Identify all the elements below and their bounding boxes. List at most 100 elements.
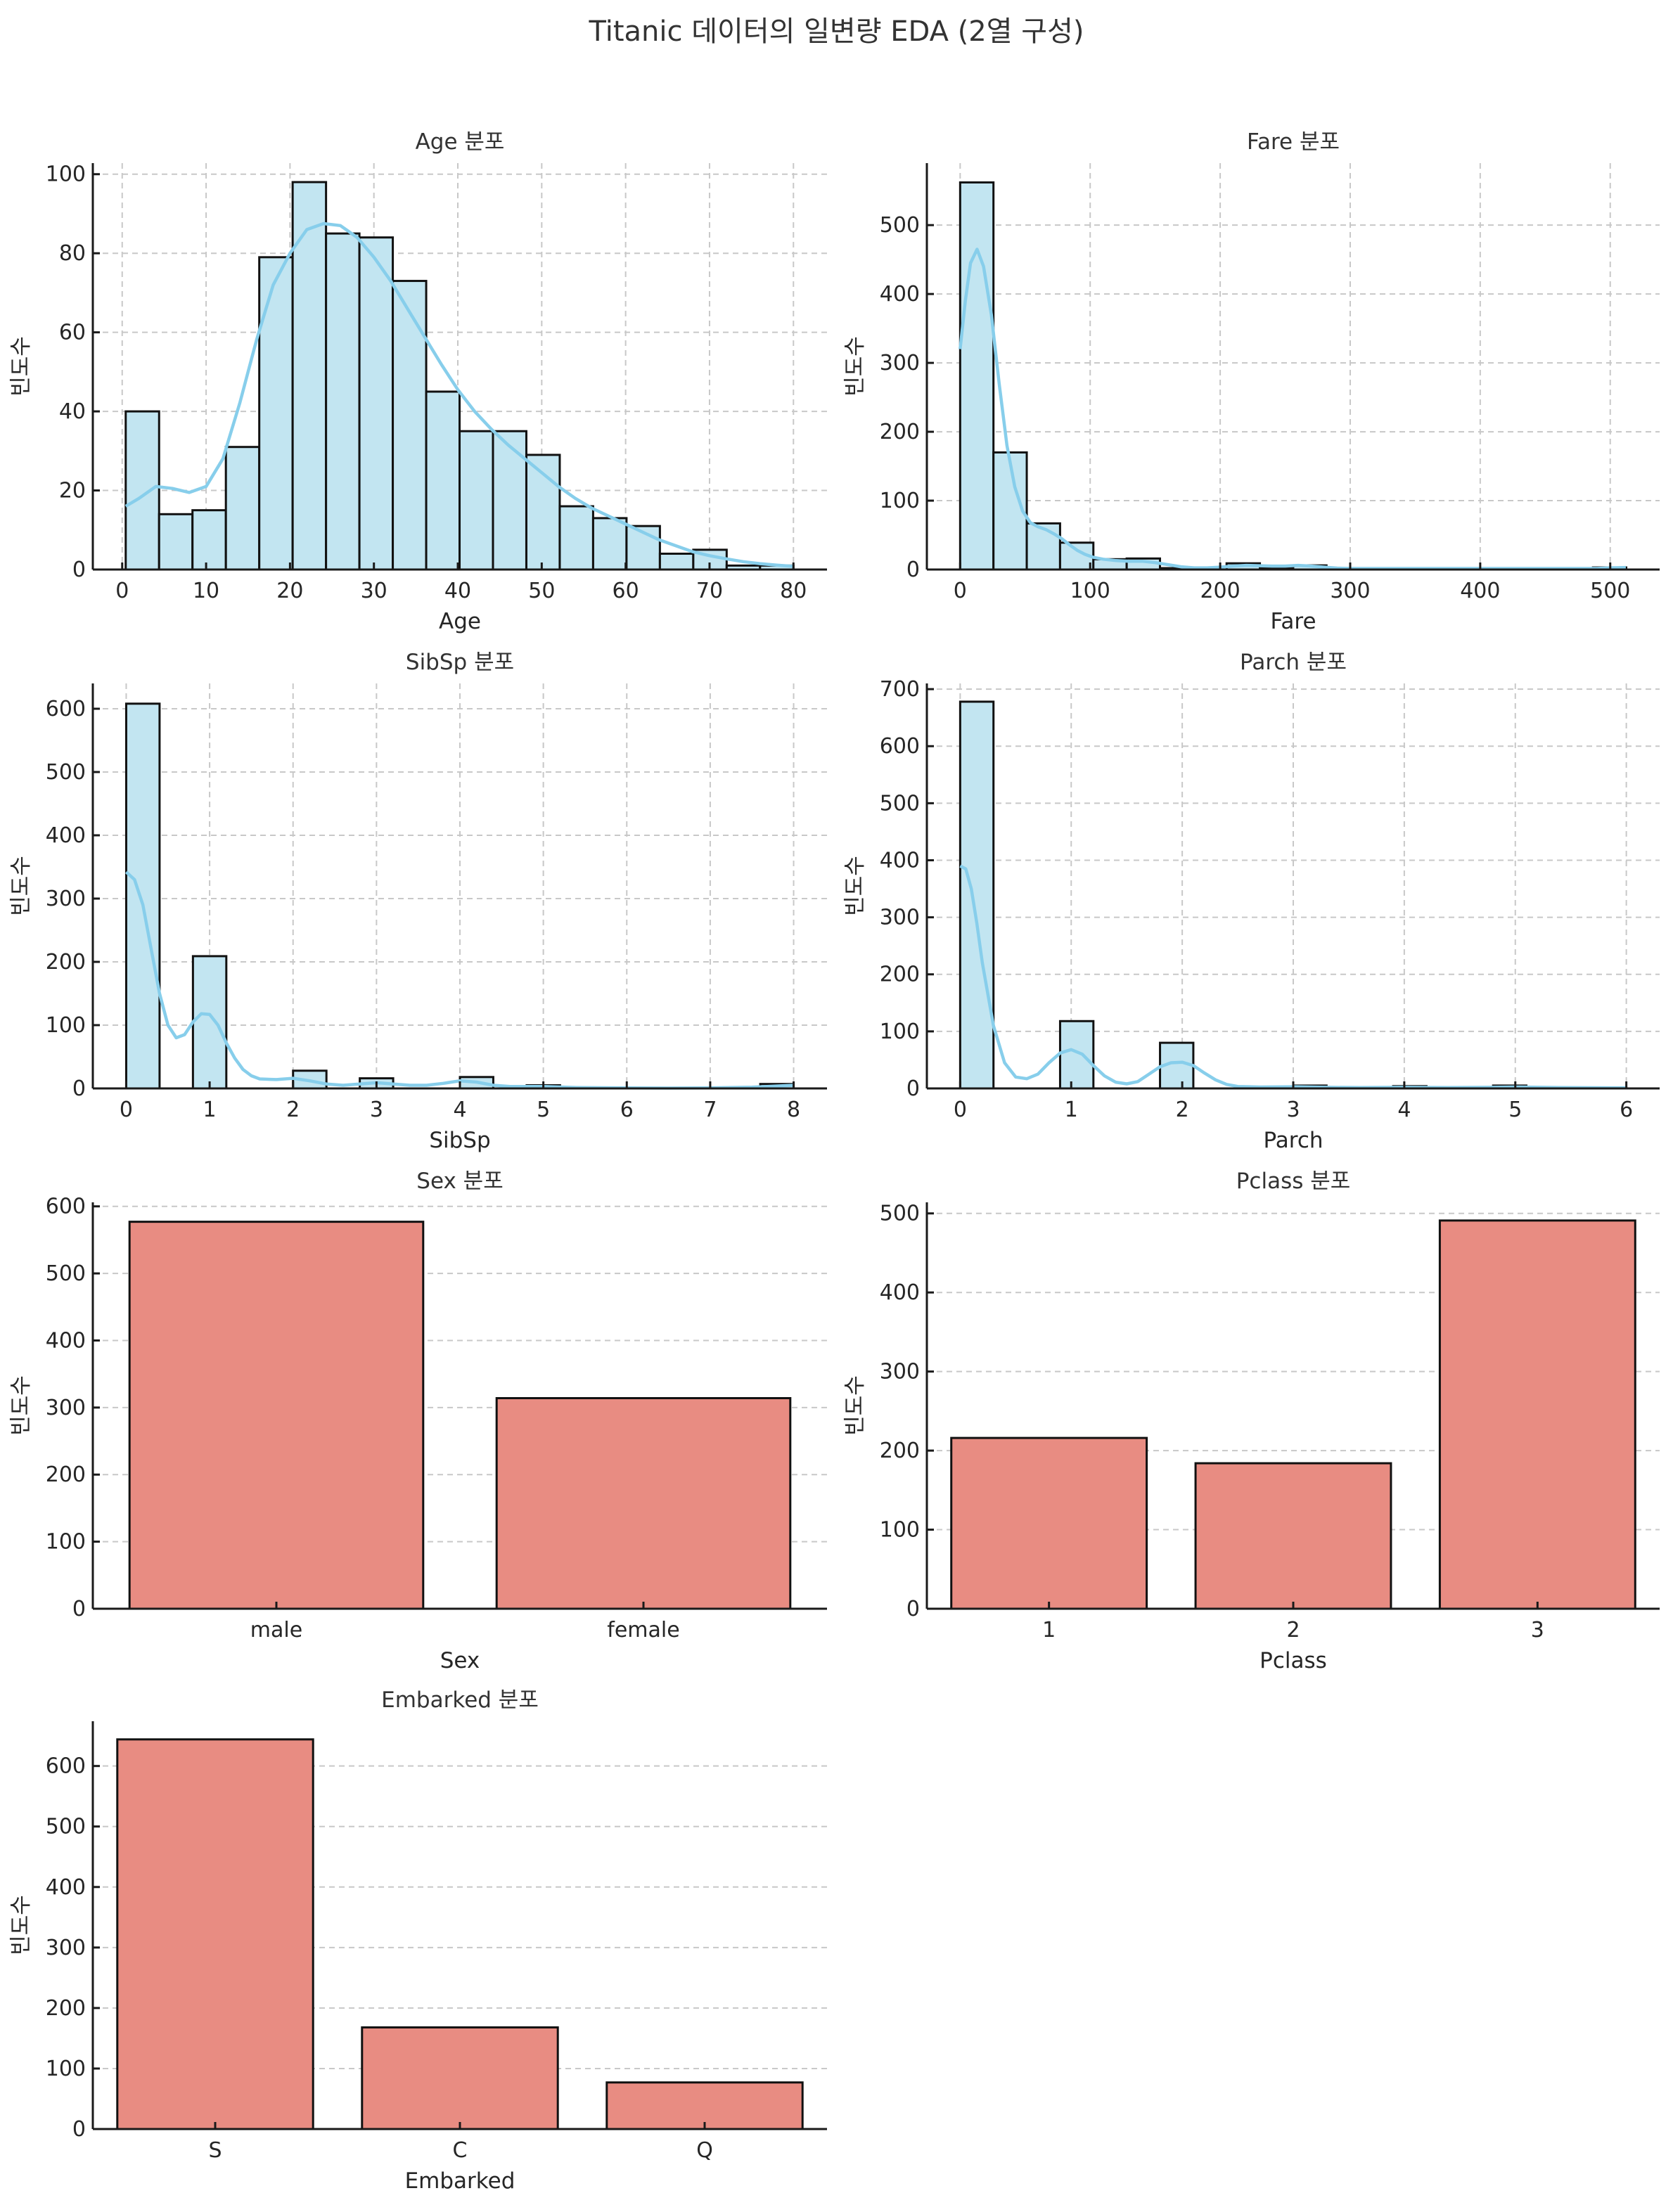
y-tick-label: 400 [46, 1875, 86, 1900]
y-tick-label: 100 [880, 1020, 920, 1044]
histogram-bar [959, 700, 995, 1090]
bar-3 [1438, 1219, 1636, 1610]
x-tick-label: 70 [696, 579, 723, 603]
x-tick-label: 200 [1200, 579, 1240, 603]
y-tick-label: 20 [59, 479, 86, 503]
y-axis-label: 빈도수 [842, 1375, 868, 1436]
y-axis-label: 빈도수 [8, 856, 34, 916]
histogram-bar [591, 517, 628, 571]
x-tick-label: 2 [286, 1098, 300, 1122]
y-tick-label: 600 [46, 1195, 86, 1219]
y-tick-label: 400 [46, 1328, 86, 1353]
x-tick-label: 1 [203, 1098, 217, 1122]
histogram-bar [358, 236, 395, 571]
kde-line [124, 870, 794, 1090]
y-tick-label: 0 [72, 2117, 86, 2142]
x-tick-label: 50 [528, 579, 555, 603]
subplot-title: Parch 분포 [1240, 650, 1347, 675]
x-tick-label: 2 [1176, 1098, 1189, 1122]
gridlines [927, 163, 1660, 570]
y-tick-label: 200 [880, 1439, 920, 1463]
y-axis-label: 빈도수 [8, 1895, 34, 1955]
x-tick-label: 4 [453, 1098, 466, 1122]
kde-line [124, 221, 794, 568]
subplot-sibsp: 0 100 200 300 400 500 600 0 1 2 3 4 5 6 7 8 SibSp 빈도수 SibS… [8, 650, 827, 1153]
y-tick-label: 0 [72, 1076, 86, 1101]
x-tick-label: female [607, 1618, 679, 1642]
x-axis-label: Pclass [1259, 1648, 1327, 1673]
y-tick-label: 500 [46, 1261, 86, 1286]
bar-female [495, 1397, 792, 1610]
x-axis-label: Age [439, 609, 481, 634]
histogram-bar [959, 181, 995, 571]
x-tick-label: 8 [787, 1098, 800, 1122]
x-tick-label: 4 [1397, 1098, 1411, 1122]
histogram-bar [425, 390, 461, 571]
y-tick-label: 80 [59, 241, 86, 266]
bar-C [361, 2026, 559, 2130]
bar-1 [950, 1436, 1148, 1610]
y-tick-label: 600 [46, 697, 86, 721]
x-tick-label: male [250, 1618, 302, 1642]
x-tick-label: C [453, 2138, 468, 2163]
x-tick-label: 0 [115, 579, 129, 603]
kde-line [959, 247, 1626, 570]
x-axis-label: Fare [1270, 609, 1316, 634]
x-tick-label: 100 [1070, 579, 1110, 603]
bars [116, 1738, 804, 2130]
y-tick-label: 200 [880, 963, 920, 987]
y-axis-label: 빈도수 [842, 856, 868, 916]
y-tick-label: 100 [880, 489, 920, 513]
x-tick-label: 0 [954, 579, 967, 603]
y-tick-label: 600 [46, 1754, 86, 1779]
gridlines [927, 683, 1660, 1089]
x-tick-label: 2 [1286, 1618, 1300, 1642]
subplot-age: 0 20 40 60 80 100 0 10 20 30 40 50 60 70 80 Age 빈도수 Age 분… [8, 129, 827, 634]
subplot-title: Embarked 분포 [381, 1687, 539, 1713]
histogram-bar [492, 430, 527, 571]
x-tick-label: 300 [1330, 579, 1370, 603]
y-tick-label: 400 [880, 848, 920, 873]
histogram-bar [258, 256, 294, 571]
y-tick-label: 300 [46, 1936, 86, 1960]
x-tick-label: 5 [1508, 1098, 1522, 1122]
y-tick-label: 200 [46, 950, 86, 975]
y-tick-label: 700 [880, 677, 920, 702]
histogram-bar [291, 181, 328, 571]
x-tick-label: S [208, 2138, 222, 2163]
x-tick-label: 400 [1460, 579, 1500, 603]
y-tick-label: 300 [880, 1360, 920, 1384]
histogram-bar [1058, 1020, 1095, 1090]
x-tick-label: 30 [361, 579, 387, 603]
y-tick-label: 0 [906, 558, 920, 582]
y-tick-label: 500 [46, 760, 86, 785]
x-tick-label: 0 [120, 1098, 133, 1122]
histogram-bar [459, 430, 494, 571]
subplot-title: SibSp 분포 [406, 650, 514, 675]
histogram-bar [392, 280, 428, 571]
x-tick-label: 60 [613, 579, 639, 603]
histogram-bar [1025, 522, 1061, 571]
y-tick-label: 200 [880, 420, 920, 444]
subplot-parch: 0 100 200 300 400 500 600 700 0 1 2 3 4 5 6 Parch 빈도수 Par… [842, 650, 1660, 1153]
kde-line [959, 864, 1627, 1090]
x-tick-label: 20 [276, 579, 303, 603]
subplot-sex: 0 100 200 300 400 500 600 male female Sex 빈도수 Sex 분… [8, 1169, 827, 1673]
subplot-pclass: 0 100 200 300 400 500 1 2 3 Pclass 빈도수 Pclass 분포 [842, 1169, 1660, 1673]
x-axis-label: Sex [440, 1648, 480, 1673]
y-tick-label: 100 [880, 1518, 920, 1543]
y-tick-label: 400 [880, 1280, 920, 1305]
y-tick-label: 300 [880, 351, 920, 375]
subplot-title: Sex 분포 [416, 1169, 503, 1194]
y-tick-label: 500 [46, 1815, 86, 1839]
x-tick-label: 0 [954, 1098, 967, 1122]
subplot-title: Fare 분포 [1247, 129, 1340, 155]
histogram-bar [191, 955, 228, 1090]
histogram-bar [124, 410, 160, 571]
y-tick-label: 200 [46, 1996, 86, 2021]
bars [124, 181, 795, 571]
y-tick-label: 0 [72, 558, 86, 582]
histogram-bar [658, 553, 695, 571]
x-tick-label: 1 [1065, 1098, 1078, 1122]
